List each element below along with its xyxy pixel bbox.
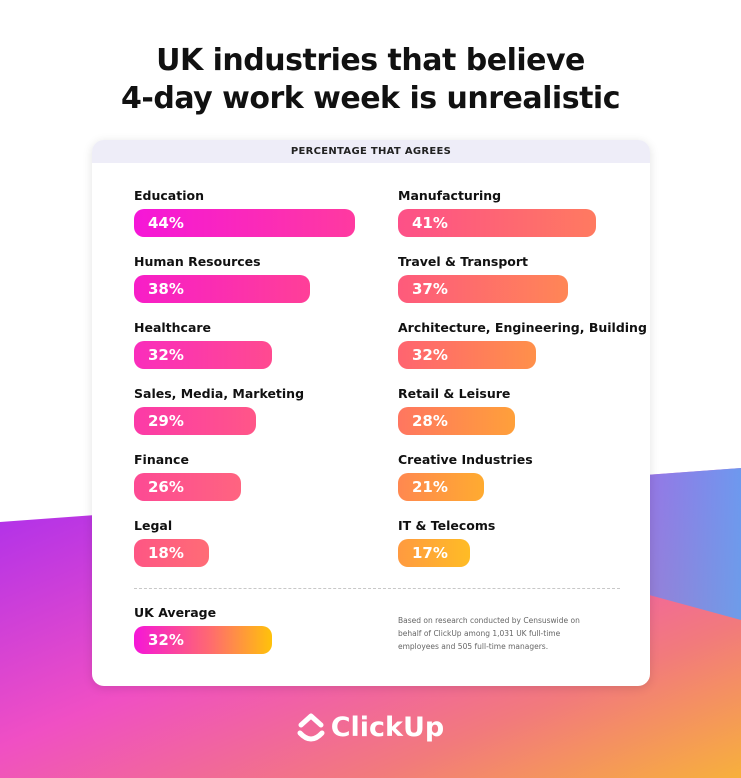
bar-label: IT & Telecoms [398, 518, 496, 533]
bar-label: UK Average [134, 605, 217, 620]
bar-label: Human Resources [134, 254, 261, 269]
bar-label: Finance [134, 452, 189, 467]
bar-label: Architecture, Engineering, Building [398, 320, 647, 335]
bar-item: Legal 18% [134, 518, 209, 567]
bar-label: Travel & Transport [398, 254, 529, 269]
bar-item: Education 44% [134, 188, 355, 237]
divider [134, 588, 620, 589]
bar-item: Travel & Transport 37% [398, 254, 568, 303]
bar-uk-average: 32% [134, 626, 273, 654]
bar-label: Healthcare [134, 320, 212, 335]
bar-item: Retail & Leisure 28% [398, 386, 515, 435]
bar: 29% [134, 407, 256, 435]
logo-text: ClickUp [330, 712, 445, 743]
bar-item: Creative Industries 21% [398, 452, 533, 501]
title-line-2: 4-day work week is unrealistic [121, 81, 620, 116]
bar-label: Sales, Media, Marketing [134, 386, 305, 401]
page-title: UK industries that believe 4-day work wee… [0, 42, 741, 118]
bar: 38% [134, 275, 311, 303]
bar-label: Creative Industries [398, 452, 533, 467]
bar-label: Legal [134, 518, 173, 533]
bar-label: Retail & Leisure [398, 386, 511, 401]
bar-label: Manufacturing [398, 188, 502, 203]
bar: 21% [398, 473, 484, 501]
bar-item: Finance 26% [134, 452, 241, 501]
bar-label: Education [134, 188, 204, 203]
chart-card: PERCENTAGE THAT AGREES Education 44% Human… [92, 140, 650, 686]
bar: 17% [398, 539, 470, 567]
title-line-1: UK industries that believe [156, 43, 585, 78]
bar: 44% [134, 209, 355, 237]
source-note: Based on research conducted by Censuswid… [398, 616, 580, 651]
bar: 37% [398, 275, 568, 303]
bar: 26% [134, 473, 241, 501]
bar-item: Manufacturing 41% [398, 188, 596, 237]
bar: 41% [398, 209, 596, 237]
bar: 18% [134, 539, 209, 567]
chart-subtitle: PERCENTAGE THAT AGREES [92, 140, 650, 163]
bar-item: Architecture, Engineering, Building 32% [398, 320, 647, 369]
bar: 32% [134, 341, 273, 369]
bar-item: IT & Telecoms 17% [398, 518, 495, 567]
bar: 32% [398, 341, 537, 369]
bar-item: Human Resources 38% [134, 254, 311, 303]
bar-item: Healthcare 32% [134, 320, 273, 369]
clickup-logo: ClickUp [0, 712, 741, 743]
bar-item: Sales, Media, Marketing 29% [134, 386, 304, 435]
bar: 28% [398, 407, 515, 435]
uk-average-item: UK Average 32% [134, 605, 273, 654]
clickup-logo-icon [297, 713, 325, 741]
